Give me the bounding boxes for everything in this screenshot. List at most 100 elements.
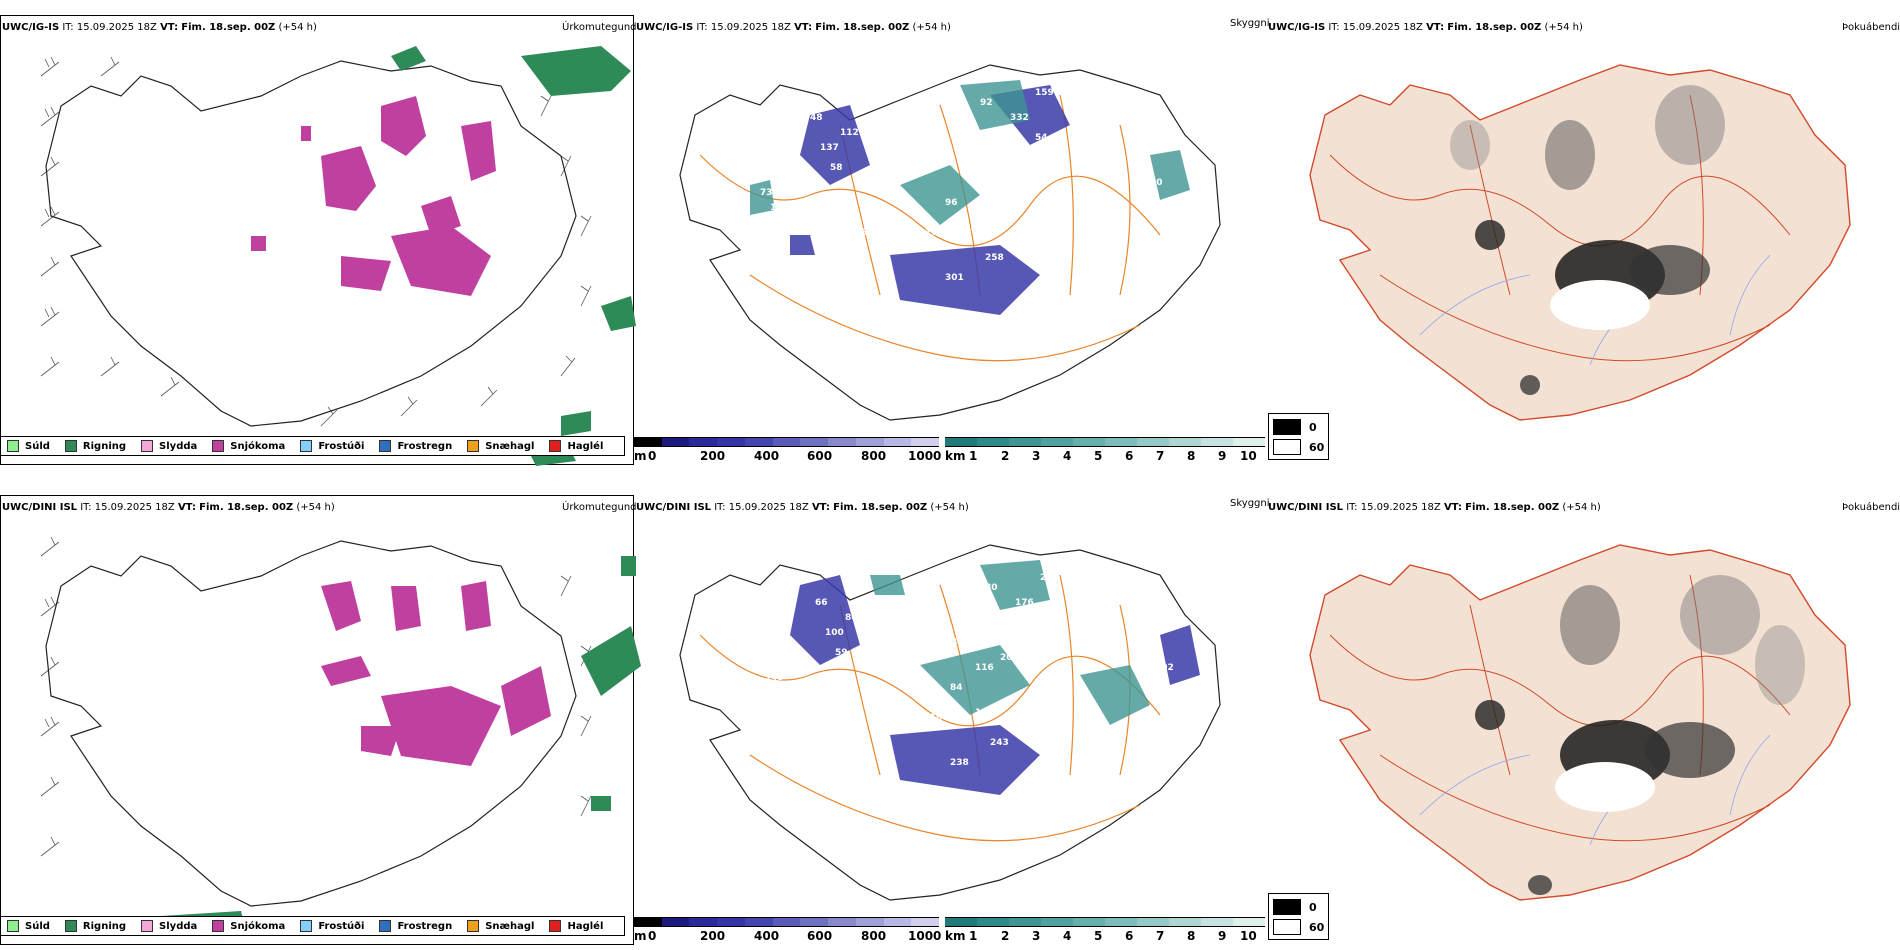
colorbar-segment bbox=[1073, 437, 1105, 447]
legend-swatch bbox=[7, 920, 19, 932]
cloud-value-label: 94 bbox=[870, 623, 883, 633]
colorbar-segment bbox=[1169, 437, 1201, 447]
snow-areas bbox=[321, 581, 551, 766]
colorbar-segment bbox=[800, 437, 829, 447]
cloud-value-label: 14 bbox=[735, 708, 748, 718]
map-precip-bottom bbox=[0, 495, 641, 945]
legend-item: Snjókoma bbox=[212, 440, 285, 452]
cloud-value-label: 176 bbox=[1015, 598, 1034, 608]
header-fog-top: UWC/IG-IS IT: 15.09.2025 18Z VT: Fim. 18… bbox=[1268, 22, 1583, 33]
colorbar-segment bbox=[883, 437, 912, 447]
precip-legend-bottom: Súld Rigning Slydda Snjókoma Frostúði Fr… bbox=[0, 916, 626, 936]
colorbar-segment bbox=[828, 437, 856, 447]
colorbar-segment bbox=[1105, 917, 1137, 927]
row-top: UWC/IG-IS IT: 15.09.2025 18Z VT: Fim. 18… bbox=[0, 0, 1900, 470]
colorbar-segment bbox=[1041, 917, 1073, 927]
cloud-value-label: 104 bbox=[930, 713, 949, 723]
colorbar-segment bbox=[744, 437, 773, 447]
cloud-value-label: 86 bbox=[1025, 233, 1038, 243]
snow-areas bbox=[251, 96, 496, 296]
cloud-value-label: 147 bbox=[945, 638, 964, 648]
colorbar-segment bbox=[1233, 917, 1265, 927]
cloud-value-label: 52 bbox=[875, 698, 888, 708]
cloud-value-label: 59 bbox=[835, 648, 848, 658]
legend-swatch bbox=[467, 440, 480, 452]
legend-swatch bbox=[212, 440, 225, 452]
panel-title-fog-bottom: Þokuábendi bbox=[1842, 502, 1900, 513]
visibility-areas bbox=[870, 560, 1150, 725]
legend-swatch bbox=[549, 920, 562, 932]
cloud-value-label: 113 bbox=[970, 223, 989, 233]
cloud-value-label: 96 bbox=[945, 198, 958, 208]
legend-swatch bbox=[300, 920, 313, 932]
cloud-value-label: 121 bbox=[975, 708, 994, 718]
legend-swatch bbox=[141, 440, 154, 452]
colorbar-segment bbox=[855, 917, 884, 927]
colorbar-segment bbox=[717, 437, 745, 447]
colorbar-segment bbox=[661, 437, 690, 447]
visibility-areas bbox=[750, 80, 1190, 225]
fog-shading bbox=[1450, 85, 1725, 395]
iceland-coastline bbox=[45, 60, 577, 427]
cloud-value-label: 301 bbox=[945, 273, 964, 283]
cloud-value-label: 70 bbox=[1150, 178, 1163, 188]
cloud-value-label: 137 bbox=[820, 143, 839, 153]
cloud-value-label: 12 bbox=[860, 713, 873, 723]
legend-item: Haglél bbox=[549, 920, 603, 932]
colorbar-segment bbox=[945, 437, 977, 447]
header-precip-bottom: UWC/DINI ISL IT: 15.09.2025 18Z VT: Fim.… bbox=[2, 502, 335, 513]
colorbar-segment bbox=[911, 437, 939, 447]
fog-legend-swatch bbox=[1273, 419, 1301, 435]
cloud-value-label: 58 bbox=[830, 163, 843, 173]
cloud-value-label: 159 bbox=[1035, 88, 1054, 98]
cloud-value-label: 111 bbox=[815, 688, 834, 698]
precip-map-svg bbox=[40, 536, 641, 936]
cloud-value-label: 100 bbox=[825, 628, 844, 638]
colorbar-segment bbox=[1169, 917, 1201, 927]
cloud-value-label: 78 bbox=[940, 153, 953, 163]
colorbar-segment bbox=[855, 437, 884, 447]
cloud-value-label: 206 bbox=[1000, 653, 1019, 663]
colorbar-segment bbox=[634, 917, 662, 927]
colorbar-segment bbox=[911, 917, 939, 927]
colorbar-segment bbox=[945, 917, 977, 927]
fog-map-top bbox=[1309, 64, 1851, 421]
legend-item: Slydda bbox=[141, 440, 197, 452]
cloud-value-label: 122 bbox=[870, 213, 889, 223]
cloud-value-label: 238 bbox=[950, 758, 969, 768]
cloud-value-label: 84 bbox=[950, 683, 963, 693]
legend-swatch bbox=[64, 440, 77, 452]
colorbar-segment bbox=[977, 917, 1009, 927]
cloud-value-label: 106 bbox=[1030, 718, 1049, 728]
rain-areas bbox=[391, 46, 636, 466]
cloud-value-label: 145 bbox=[765, 673, 784, 683]
legend-item: Súld bbox=[7, 920, 50, 932]
colorbar-segment bbox=[1201, 437, 1233, 447]
header-precip-top: UWC/IG-IS IT: 15.09.2025 18Z VT: Fim. 18… bbox=[2, 22, 317, 33]
colorbar-segment bbox=[800, 917, 829, 927]
colorbar-segment bbox=[717, 917, 745, 927]
fog-legend-top: 0 60 bbox=[1268, 413, 1329, 460]
fog-map-bottom bbox=[1309, 544, 1851, 901]
precip-legend-top: Súld Rigning Slydda Snjókoma Frostúði Fr… bbox=[0, 436, 626, 456]
legend-item: Frostúði bbox=[300, 440, 364, 452]
legend-swatch bbox=[379, 920, 392, 932]
cloud-value-label: 48 bbox=[810, 113, 823, 123]
colorbar-segment bbox=[772, 917, 801, 927]
header-fog-bottom: UWC/DINI ISL IT: 15.09.2025 18Z VT: Fim.… bbox=[1268, 502, 1601, 513]
cloud-value-label: 112 bbox=[840, 128, 859, 138]
cloud-value-label: 332 bbox=[1010, 113, 1029, 123]
low-cloud-areas bbox=[790, 85, 1070, 315]
legend-swatch bbox=[467, 920, 480, 932]
colorbar-segment bbox=[1137, 437, 1169, 447]
fog-legend-swatch bbox=[1273, 919, 1301, 935]
legend-swatch bbox=[141, 920, 154, 932]
colorbar-segment bbox=[744, 917, 773, 927]
header-cloud-bottom: UWC/DINI ISL IT: 15.09.2025 18Z VT: Fim.… bbox=[636, 502, 969, 513]
legend-item: Snæhagl bbox=[467, 920, 534, 932]
colorbar-segment bbox=[1233, 437, 1265, 447]
legend-swatch bbox=[300, 440, 313, 452]
legend-item: Slydda bbox=[141, 920, 197, 932]
